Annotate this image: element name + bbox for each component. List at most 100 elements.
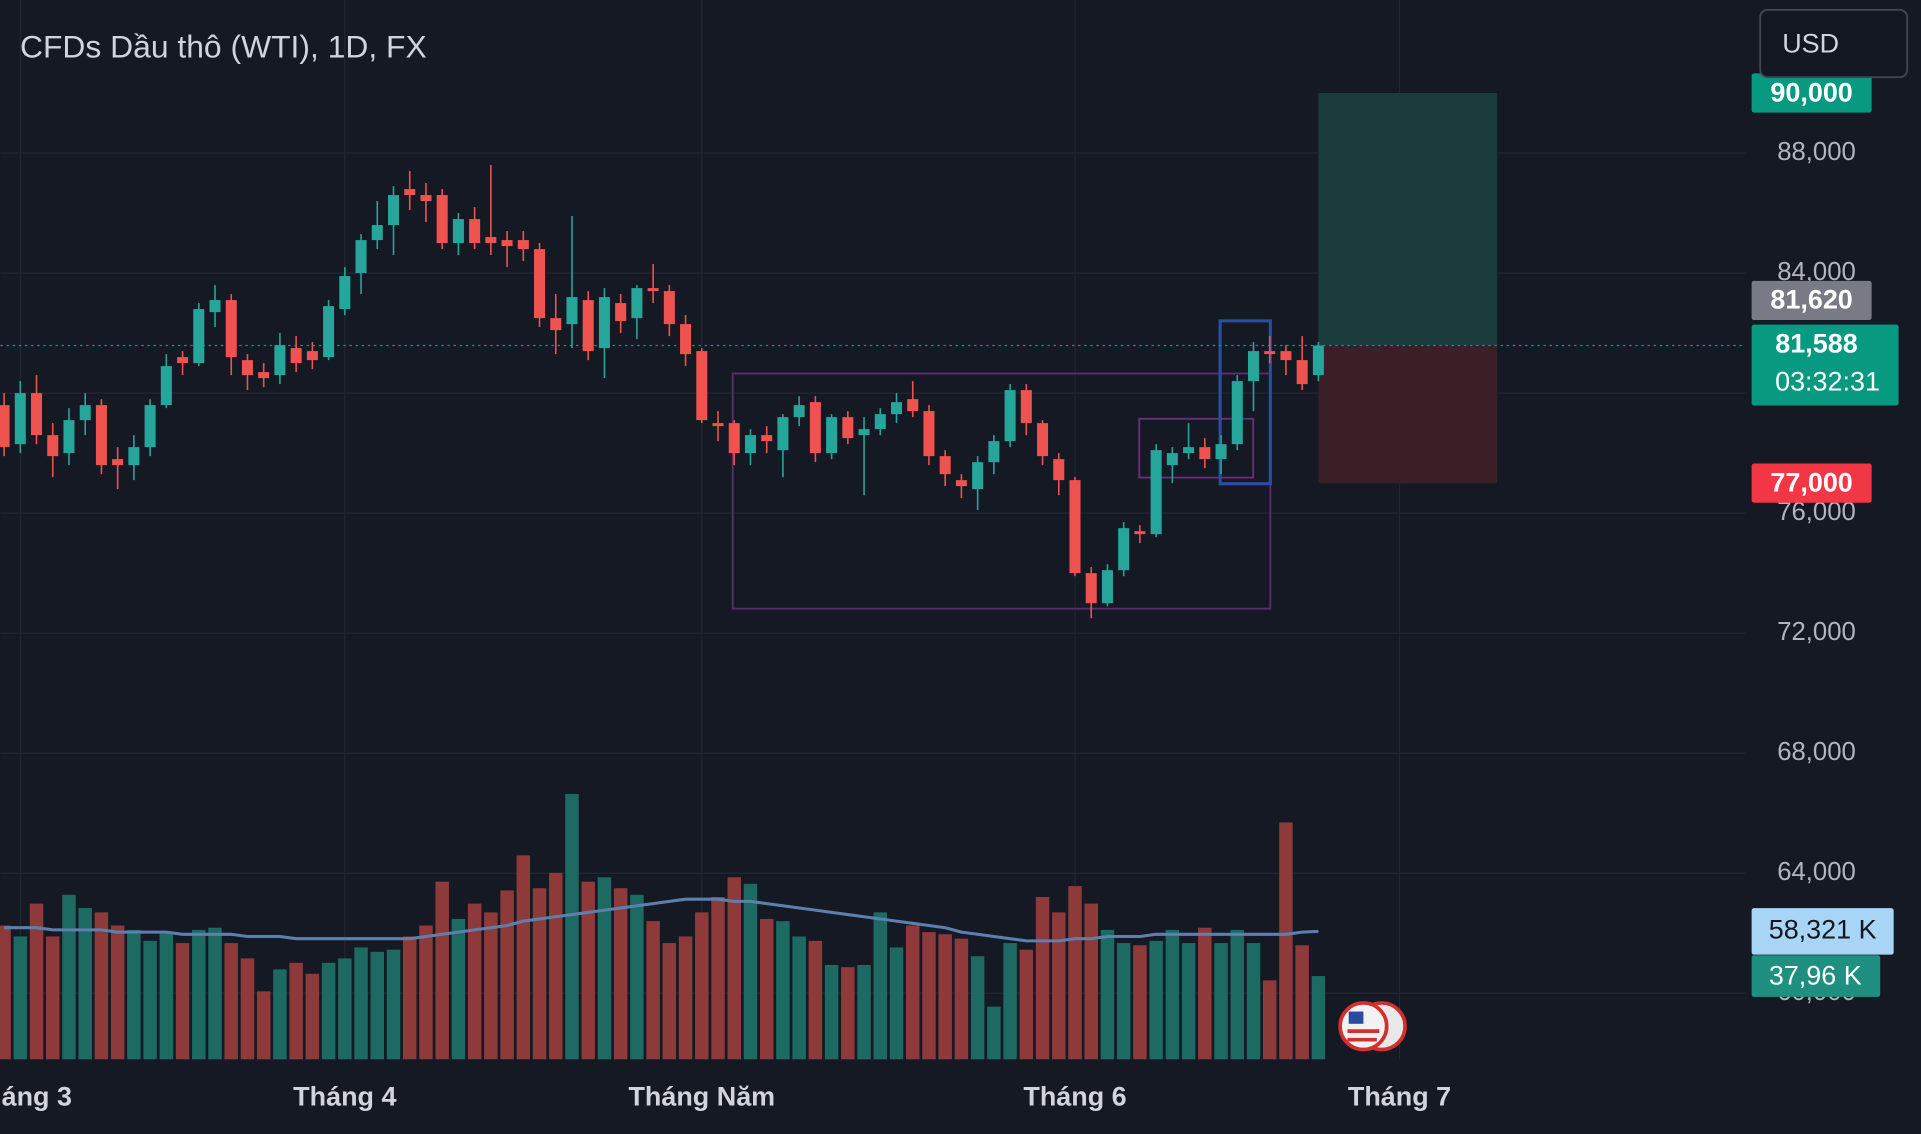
marker-label: 81,620 <box>1770 285 1852 315</box>
grid <box>0 0 1746 1060</box>
volume-bar <box>1149 940 1163 1060</box>
volume-bar <box>386 949 401 1060</box>
volume-bar <box>289 962 303 1060</box>
volume-bar <box>110 925 125 1060</box>
drawings <box>731 319 1272 610</box>
volume-bar <box>776 921 790 1060</box>
candle-body <box>1183 447 1195 454</box>
candle-body <box>112 459 124 466</box>
candle-body <box>1134 531 1146 535</box>
candle-body <box>517 240 529 250</box>
volume-bar <box>1246 943 1261 1060</box>
candles <box>0 165 1324 619</box>
target-zone <box>1318 93 1498 346</box>
x-tick-label: Tháng 3 <box>0 1082 72 1112</box>
volume-bar <box>240 958 255 1060</box>
candle-body <box>1166 453 1178 466</box>
candle-body <box>874 414 886 430</box>
volume-bar <box>305 973 320 1060</box>
candle-body <box>323 306 335 358</box>
volume-bar <box>581 881 595 1060</box>
candle-body <box>923 411 935 457</box>
candle-body <box>1020 390 1032 424</box>
currency-button[interactable]: USD <box>1759 8 1909 79</box>
volume-bar <box>192 929 206 1060</box>
candle-body <box>485 237 497 244</box>
candle-body <box>598 297 610 349</box>
candle-body <box>1280 351 1292 361</box>
candle-body <box>144 405 156 448</box>
volume-bar <box>549 872 563 1060</box>
volume-bar <box>435 881 449 1060</box>
candle-body <box>14 393 26 445</box>
volume-bar <box>695 912 709 1060</box>
candle-body <box>858 429 870 436</box>
candle-body <box>615 303 627 322</box>
volume-bar <box>159 932 174 1060</box>
volume-bar <box>516 855 531 1060</box>
volume-bar <box>808 940 823 1060</box>
volume-bar <box>127 929 141 1060</box>
candle-body <box>160 366 172 406</box>
volume-bar <box>759 918 774 1060</box>
candle-body <box>744 435 756 454</box>
candle-body <box>339 276 351 310</box>
x-tick-label: Tháng 6 <box>1023 1082 1126 1112</box>
volume-bar <box>484 912 498 1060</box>
candle-body <box>290 348 302 364</box>
y-tick-label: 64,000 <box>1777 858 1856 886</box>
chart-title: CFDs Dầu thô (WTI), 1D, FX <box>20 28 427 64</box>
candle-body <box>680 324 692 355</box>
volume-bar <box>630 894 644 1060</box>
highlight-box <box>1218 319 1272 486</box>
volume-bar <box>1133 945 1147 1060</box>
volume-bar <box>841 967 855 1060</box>
candle-body <box>404 189 416 196</box>
candle-body <box>47 435 59 457</box>
long-position <box>0 93 1746 484</box>
volume-bar <box>1052 912 1066 1060</box>
volume-bar <box>1165 929 1180 1060</box>
volume-bar <box>29 903 44 1060</box>
currency-button-label[interactable]: USD <box>1782 28 1839 58</box>
volume-bar <box>987 1006 1001 1060</box>
candle-body <box>128 447 140 466</box>
volume-bar <box>792 936 806 1060</box>
target-label-box <box>1751 73 1872 113</box>
candle-body <box>193 309 205 364</box>
candle-body <box>1247 351 1260 382</box>
volume-bar <box>906 925 920 1060</box>
candle-body <box>566 297 578 325</box>
candle-body <box>63 420 75 454</box>
candle-body <box>209 300 221 313</box>
x-tick-label: Tháng 7 <box>1348 1082 1451 1112</box>
volume-bar <box>78 907 92 1060</box>
candle-body <box>1085 573 1097 604</box>
volume-bar <box>1262 980 1277 1060</box>
candle-body <box>663 291 675 325</box>
stop-zone <box>1318 345 1498 484</box>
candle-body <box>225 300 237 358</box>
candle-body <box>534 249 546 319</box>
volume-bar <box>922 932 936 1060</box>
volume-bar <box>1068 886 1082 1060</box>
volume-bar <box>175 943 190 1060</box>
flag-icon <box>1338 1001 1389 1052</box>
volume-bar <box>954 938 969 1060</box>
candle-body <box>1004 390 1016 442</box>
volume-bar <box>256 991 271 1060</box>
volume-ma-box <box>1751 908 1894 955</box>
candle-body <box>891 402 903 415</box>
candle-body <box>550 318 562 331</box>
volume-bar <box>873 912 888 1060</box>
volume-bar <box>565 793 579 1060</box>
candle-body <box>420 195 432 202</box>
stop-label: 77,000 <box>1770 467 1852 497</box>
candle-body <box>1215 444 1227 460</box>
currency-button-frame[interactable] <box>1759 8 1909 79</box>
volume-last-label: 37,96 K <box>1769 960 1862 990</box>
candle-body <box>631 288 643 319</box>
volume-bar <box>662 943 677 1060</box>
